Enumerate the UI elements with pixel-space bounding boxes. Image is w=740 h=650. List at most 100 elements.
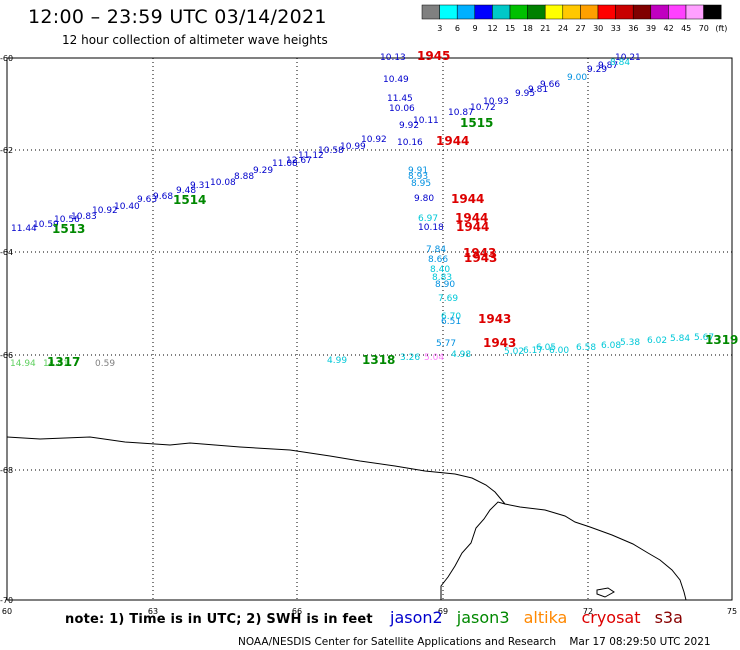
map-subtitle: 12 hour collection of altimeter wave hei… bbox=[62, 33, 328, 47]
satellite-pass-times: 1945151519441514151319441944194419431943… bbox=[47, 49, 738, 369]
colorbar-swatch bbox=[544, 4, 564, 20]
swh-observation: 10.08 bbox=[210, 178, 236, 188]
swh-observation: 10.18 bbox=[418, 223, 444, 233]
pass-time-label: 1944 bbox=[451, 192, 484, 206]
swh-observation: 7.84 bbox=[426, 245, 446, 255]
pass-time-label: 1944 bbox=[456, 220, 489, 234]
colorbar-swatch bbox=[492, 4, 511, 20]
pass-time-label: 1945 bbox=[417, 49, 450, 63]
map-frame bbox=[6, 57, 733, 601]
colorbar-swatch bbox=[421, 4, 440, 20]
swh-observation: 8.40 bbox=[430, 265, 450, 275]
swh-observation: 10.83 bbox=[71, 212, 97, 222]
swh-observation: 7.69 bbox=[438, 294, 458, 304]
colorbar-swatch bbox=[685, 4, 704, 20]
colorbar-label: 9 bbox=[472, 24, 477, 33]
colorbar-label: 30 bbox=[593, 24, 603, 33]
wave-height-observations: 10.219.879.298.849.009.669.819.9510.9310… bbox=[10, 53, 714, 369]
swh-observation: 10.56 bbox=[54, 215, 80, 225]
legend-cryosat: cryosat bbox=[581, 608, 641, 627]
swh-observation: 10.72 bbox=[470, 103, 496, 113]
credit-text: NOAA/NESDIS Center for Satellite Applica… bbox=[238, 636, 556, 648]
lat-label: -64 bbox=[0, 248, 13, 257]
swh-observation: 6.02 bbox=[647, 336, 667, 346]
swh-observation: 9.63 bbox=[137, 195, 157, 205]
coastline-island bbox=[596, 587, 615, 598]
colorbar-label: 15 bbox=[505, 24, 515, 33]
colorbar-swatch bbox=[527, 4, 546, 20]
swh-observation: 10.40 bbox=[114, 202, 140, 212]
swh-observation: 11.44 bbox=[11, 224, 37, 234]
lat-label: -60 bbox=[0, 54, 13, 63]
colorbar-swatch bbox=[474, 4, 493, 20]
swh-observation: 5.02 bbox=[504, 347, 524, 357]
generated-timestamp: Mar 17 08:29:50 UTC 2021 bbox=[569, 636, 711, 648]
swh-observation: 12.67 bbox=[286, 156, 312, 166]
colorbar-label: 45 bbox=[681, 24, 691, 33]
swh-observation: 6.08 bbox=[601, 341, 621, 351]
lon-label: 60 bbox=[2, 607, 12, 616]
swh-observation: 0.59 bbox=[95, 359, 115, 369]
lon-label: 69 bbox=[438, 607, 448, 616]
swh-observation: 6.58 bbox=[576, 343, 596, 353]
swh-observation: 9.95 bbox=[515, 89, 535, 99]
swh-observation: 9.87 bbox=[598, 61, 618, 71]
swh-observation: 10.92 bbox=[92, 206, 118, 216]
swh-observation: 10.21 bbox=[615, 53, 641, 63]
swh-observation: 8.95 bbox=[411, 179, 431, 189]
lat-label: -62 bbox=[0, 146, 13, 155]
swh-observation: 14.81 bbox=[43, 359, 69, 369]
colorbar-label: 27 bbox=[576, 24, 586, 33]
lat-label: -70 bbox=[0, 596, 13, 605]
legend-jason2: jason2 bbox=[390, 608, 443, 627]
lon-label: 66 bbox=[292, 607, 302, 616]
colorbar-label: (ft) bbox=[715, 24, 727, 33]
swh-observation: 8.84 bbox=[610, 58, 630, 68]
colorbar-label: 21 bbox=[540, 24, 550, 33]
pass-time-label: 1513 bbox=[52, 222, 85, 236]
colorbar-label: 42 bbox=[664, 24, 674, 33]
swh-observation: 10.92 bbox=[361, 135, 387, 145]
coastline-inlet bbox=[440, 501, 506, 600]
swh-observation: 9.48 bbox=[176, 186, 196, 196]
colorbar-swatch bbox=[562, 4, 581, 20]
colorbar-swatch bbox=[597, 4, 616, 20]
swh-observation: 9.81 bbox=[528, 85, 548, 95]
credit-line: NOAA/NESDIS Center for Satellite Applica… bbox=[238, 636, 711, 648]
colorbar-label: 6 bbox=[455, 24, 460, 33]
legend-altika: altika bbox=[523, 608, 568, 627]
pass-time-label: 1319 bbox=[705, 333, 738, 347]
colorbar-label: 39 bbox=[646, 24, 656, 33]
swh-observation: 10.99 bbox=[340, 142, 366, 152]
swh-observation: 8.90 bbox=[435, 280, 455, 290]
swh-observation: 5.04 bbox=[424, 353, 444, 363]
colorbar-label: 18 bbox=[523, 24, 533, 33]
lon-label: 72 bbox=[583, 607, 593, 616]
swh-observation: 6.70 bbox=[441, 312, 461, 322]
swh-observation: 8.88 bbox=[234, 172, 254, 182]
lat-lon-grid bbox=[6, 57, 733, 601]
swh-observation: 6.51 bbox=[441, 317, 461, 327]
axis-labels: -60 -62 -64 -66 -68 -70 60 63 66 69 72 75 bbox=[0, 54, 737, 616]
swh-observation: 10.06 bbox=[389, 104, 415, 114]
swh-observation: 11.45 bbox=[387, 94, 413, 104]
wave-height-colorbar: 3 6 9 12 15 18 21 24 27 30 33 36 39 42 45 70 (ft) bbox=[421, 4, 727, 33]
lon-label: 63 bbox=[148, 607, 158, 616]
pass-time-label: 1943 bbox=[464, 251, 497, 265]
swh-observation: 8.66 bbox=[428, 255, 448, 265]
swh-observation: 10.11 bbox=[413, 116, 439, 126]
colorbar-label: 3 bbox=[437, 24, 442, 33]
swh-observation: 10.16 bbox=[397, 138, 423, 148]
swh-observation: 6.17 bbox=[523, 346, 543, 356]
pass-time-label: 1943 bbox=[483, 336, 516, 350]
colorbar-swatch bbox=[456, 4, 476, 20]
swh-observation: 9.68 bbox=[153, 192, 173, 202]
swh-observation: 8.83 bbox=[432, 273, 452, 283]
pass-time-label: 1318 bbox=[362, 353, 395, 367]
lat-label: -68 bbox=[0, 466, 13, 475]
swh-observation: 5.84 bbox=[670, 334, 690, 344]
swh-observation: 10.13 bbox=[380, 53, 406, 63]
footer-note: note: 1) Time is in UTC; 2) SWH is in fe… bbox=[65, 612, 373, 627]
swh-observation: 9.00 bbox=[567, 73, 587, 83]
